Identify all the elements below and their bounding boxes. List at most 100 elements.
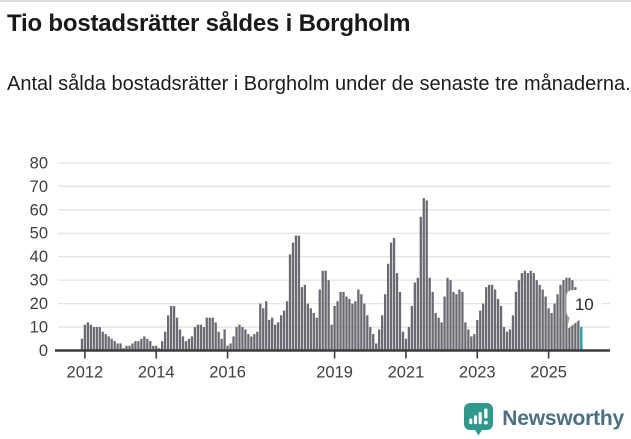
bar <box>161 341 164 351</box>
bar <box>184 341 188 351</box>
y-tick-label: 40 <box>30 248 48 266</box>
bar <box>535 280 538 351</box>
bar <box>381 315 384 351</box>
bar <box>473 334 476 351</box>
bar <box>407 327 411 351</box>
bar <box>443 296 446 351</box>
bar <box>386 263 390 351</box>
brand-footer: Newsworthy <box>464 402 624 436</box>
bar <box>523 270 526 351</box>
x-tick-label: 2019 <box>316 364 353 382</box>
bar <box>476 320 479 351</box>
bar <box>134 341 137 351</box>
bar <box>143 336 146 351</box>
bar <box>80 338 84 351</box>
bar <box>226 345 229 351</box>
bar <box>232 336 235 351</box>
bar <box>419 216 422 351</box>
bar <box>86 322 90 351</box>
bar <box>455 294 458 351</box>
bar <box>297 235 301 351</box>
bar <box>440 322 443 351</box>
bar <box>401 331 405 351</box>
callout-value: 10 <box>575 295 594 314</box>
bar <box>511 315 515 351</box>
y-tick-label: 20 <box>30 295 48 313</box>
bar <box>470 336 473 351</box>
bar <box>369 327 372 351</box>
bar <box>395 273 399 351</box>
bar <box>235 327 238 351</box>
bar <box>256 331 259 351</box>
bar <box>273 324 277 351</box>
bar <box>149 341 152 351</box>
bar <box>514 291 518 351</box>
bar <box>547 308 550 351</box>
bar <box>291 242 295 351</box>
bar <box>247 334 250 351</box>
bar <box>271 317 274 351</box>
bar <box>318 289 321 351</box>
callout-bubble <box>566 290 603 318</box>
bar <box>502 327 506 351</box>
bar <box>553 303 556 351</box>
bar <box>187 338 191 351</box>
bar <box>505 331 509 351</box>
bar <box>223 329 226 351</box>
bar <box>300 287 304 351</box>
y-tick-label: 60 <box>30 201 48 219</box>
x-tick-label: 2025 <box>530 364 567 382</box>
x-tick-label: 2021 <box>388 364 425 382</box>
bar <box>461 291 464 351</box>
bar-chart: 0 10 20 30 40 50 60 70 80 2012 2014 2016 2019 2021 202… <box>0 142 631 392</box>
bar <box>152 345 155 351</box>
x-axis-ticks: 2012 2014 2016 2019 2021 2023 2025 <box>67 351 567 382</box>
bar <box>107 336 110 351</box>
bar <box>178 329 182 351</box>
bar <box>550 312 553 351</box>
bar <box>324 270 327 351</box>
bar <box>330 324 333 351</box>
bar <box>416 277 419 351</box>
y-tick-label: 80 <box>30 154 48 172</box>
bar <box>428 277 431 351</box>
chart-subtitle: Antal sålda bostadsrätter i Borgholm und… <box>7 73 631 95</box>
bar <box>113 341 116 351</box>
bar <box>532 273 535 351</box>
bar <box>345 296 348 351</box>
bar <box>199 324 202 351</box>
bar <box>336 301 339 351</box>
bar <box>282 310 286 351</box>
bar <box>202 327 205 351</box>
bar <box>262 308 265 351</box>
bar <box>342 291 345 351</box>
bar <box>413 282 416 351</box>
bar <box>544 296 547 351</box>
value-callout: 10 <box>566 290 603 329</box>
bar <box>241 327 244 351</box>
bar <box>181 336 185 351</box>
y-tick-label: 50 <box>30 225 48 243</box>
bar <box>517 280 521 351</box>
bar <box>190 336 194 351</box>
bar <box>321 270 324 351</box>
x-tick-label: 2016 <box>209 364 246 382</box>
bar <box>259 303 262 351</box>
bar <box>250 336 253 351</box>
bar <box>372 334 375 351</box>
bar <box>366 315 369 351</box>
bar <box>410 305 414 351</box>
bar <box>464 322 467 351</box>
bar <box>490 284 494 351</box>
bar <box>348 298 351 351</box>
bar <box>98 327 101 351</box>
bar <box>175 317 179 351</box>
bar <box>422 198 425 351</box>
bar <box>404 338 408 351</box>
bar <box>116 343 119 351</box>
bar <box>538 284 541 351</box>
bar <box>146 338 149 351</box>
bar <box>131 343 134 351</box>
bar <box>128 345 131 351</box>
